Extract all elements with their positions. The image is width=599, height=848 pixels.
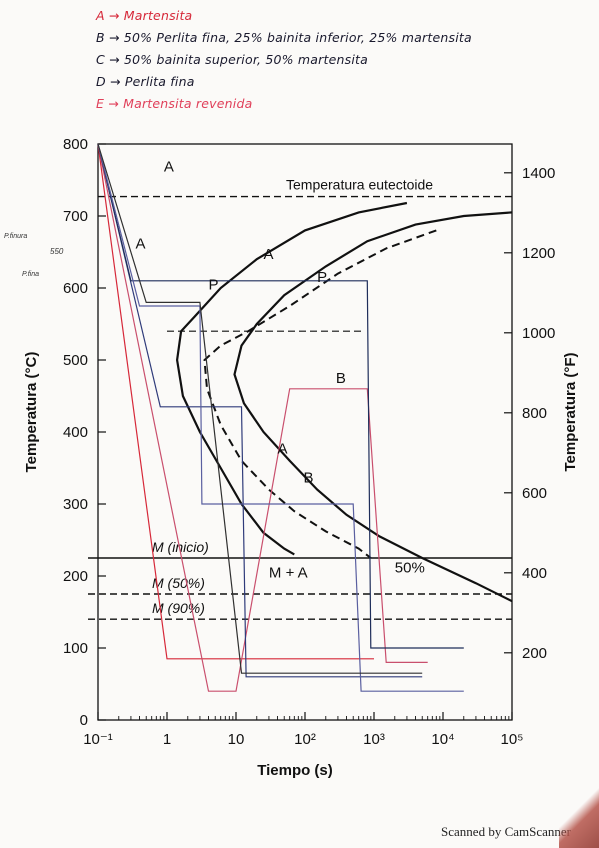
- cooling-path-e: [97, 143, 464, 692]
- y2-tick-label: 1400: [522, 165, 555, 182]
- margin-note-1: P.finura: [4, 233, 27, 240]
- region-label: A: [164, 158, 174, 175]
- region-label: A: [278, 441, 288, 458]
- m-line-label: M (50%): [152, 575, 205, 591]
- y-tick-label: 0: [80, 712, 88, 729]
- curve-fifty: [203, 229, 437, 559]
- cooling-path-a: [97, 143, 374, 660]
- curve-end: [233, 211, 513, 603]
- x-tick-label: 10⁵: [501, 731, 524, 748]
- cooling-path-c: [97, 143, 423, 678]
- y-tick-label: 800: [63, 136, 88, 153]
- note-e: E → Martensita revenida: [96, 96, 253, 111]
- x-tick-label: 1: [163, 731, 171, 748]
- cooling-path-d: [97, 143, 464, 649]
- region-label: B: [303, 469, 313, 486]
- y-tick-label: 700: [63, 208, 88, 225]
- x-tick-label: 10³: [363, 731, 385, 748]
- m-line-label: M (90%): [152, 600, 205, 616]
- m-line-label: M (inicio): [152, 539, 209, 555]
- region-label: A: [263, 246, 273, 263]
- y-tick-label: 200: [63, 568, 88, 585]
- x-tick-label: 10: [228, 731, 245, 748]
- margin-note-3: P.fina: [22, 271, 39, 278]
- y2-tick-label: 600: [522, 485, 547, 502]
- region-label: P: [317, 269, 327, 286]
- x-tick-label: 10⁴: [431, 731, 454, 748]
- note-a: A → Martensita: [96, 8, 193, 23]
- y-tick-label: 300: [63, 496, 88, 513]
- y2-tick-label: 200: [522, 645, 547, 662]
- y2-tick-label: 800: [522, 405, 547, 422]
- y-tick-label: 600: [63, 280, 88, 297]
- y-tick-label: 100: [63, 640, 88, 657]
- x-axis-title: Tiempo (s): [257, 762, 333, 779]
- ttt-diagram: 0 100 200 300 400 500 600 700 800 200 400 600 800 100…: [4, 136, 579, 779]
- cooling-path-b: [97, 143, 428, 692]
- x-tick-label: 10⁻¹: [83, 731, 113, 748]
- scan-watermark: Scanned by CamScanner: [441, 824, 571, 839]
- curve-start: [175, 201, 408, 556]
- region-label: P: [209, 276, 219, 293]
- region-label: A: [136, 235, 146, 252]
- y2-tick-label: 400: [522, 565, 547, 582]
- cooling-path-f: [97, 143, 423, 674]
- note-c: C → 50% bainita superior, 50% martensita: [96, 52, 368, 67]
- y-axis-title: Temperatura (°C): [23, 352, 40, 473]
- handwritten-notes: A → Martensita B → 50% Perlita fina, 25%…: [96, 8, 596, 118]
- eutectoid-label: Temperatura eutectoide: [286, 177, 433, 193]
- margin-note-2: 550: [50, 247, 64, 256]
- y-tick-label: 500: [63, 352, 88, 369]
- y-tick-label: 400: [63, 424, 88, 441]
- x-tick-label: 10²: [294, 731, 316, 748]
- note-d: D → Perlita fina: [96, 74, 195, 89]
- y2-tick-label: 1200: [522, 245, 555, 262]
- region-label: B: [336, 370, 346, 387]
- note-b: B → 50% Perlita fina, 25% bainita inferi…: [96, 30, 472, 45]
- y2-tick-label: 1000: [522, 325, 555, 342]
- y2-axis-title: Temperatura (°F): [562, 352, 579, 471]
- region-label: 50%: [395, 559, 425, 576]
- region-label: M + A: [269, 564, 308, 581]
- page-corner-stain: [559, 778, 599, 848]
